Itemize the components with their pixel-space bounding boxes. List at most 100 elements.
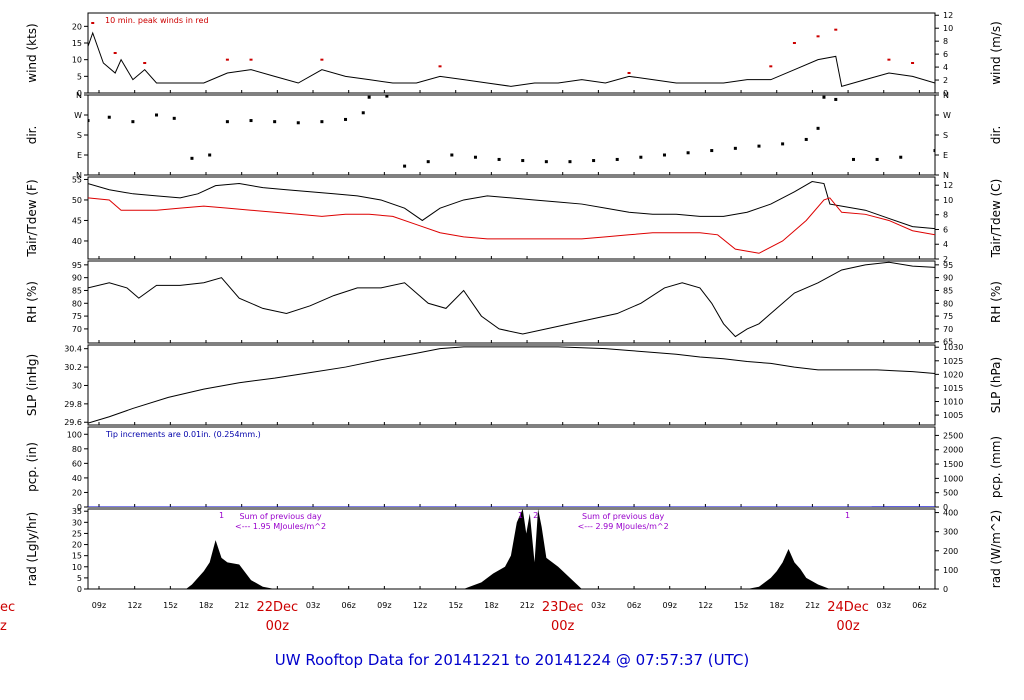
peak-point xyxy=(887,58,891,61)
data-point xyxy=(568,160,572,164)
series-peak-winds xyxy=(91,22,915,74)
data-point xyxy=(733,146,737,150)
x-tick-label: 15z xyxy=(734,601,748,610)
data-point xyxy=(899,155,903,159)
x-tick-label: 03z xyxy=(306,601,320,610)
data-point xyxy=(834,97,838,101)
left-tick-label: 25 xyxy=(72,529,82,538)
data-point xyxy=(296,121,300,125)
panel-wind: 0 5 10 15 20 0 2 4 6 8 10 12 wind (kts) wind (m/s) 10 … xyxy=(25,11,1003,98)
peak-point xyxy=(91,22,95,24)
x-tick-label: 12z xyxy=(413,601,427,610)
right-tick-label: 80 xyxy=(943,299,953,308)
data-point xyxy=(497,157,501,161)
left-tick-label: 90 xyxy=(72,274,82,283)
left-tick-label: 50 xyxy=(72,196,82,205)
right-tick-label: 0 xyxy=(943,89,948,98)
chart-title: UW Rooftop Data for 20141221 to 20141224… xyxy=(275,651,749,669)
x-tick-label: 18z xyxy=(484,601,498,610)
peak-point xyxy=(143,62,147,64)
data-point xyxy=(190,156,194,160)
left-tick-label: 45 xyxy=(72,216,82,225)
right-tick-label: 4 xyxy=(943,63,948,72)
right-tick-label: 90 xyxy=(943,274,953,283)
right-tick-label: 65 xyxy=(943,338,953,347)
left-tick-label: 20 xyxy=(72,22,82,31)
data-point xyxy=(426,160,430,164)
data-point xyxy=(273,120,277,124)
series-temp-Tair xyxy=(88,180,935,230)
x-day-label: 22Dec xyxy=(256,600,298,615)
left-tick-label: 85 xyxy=(72,286,82,295)
daily-sum-line1: Sum of previous day xyxy=(239,512,321,521)
data-point xyxy=(450,153,454,157)
left-tick-label: 80 xyxy=(72,445,82,454)
data-point xyxy=(208,153,212,157)
left-tick-label: 5 xyxy=(77,574,82,583)
series-rad-area xyxy=(88,509,935,589)
right-tick-label: 0 xyxy=(943,503,948,512)
left-tick-label: 20 xyxy=(72,488,82,497)
radiation-peak-marker: 1 xyxy=(518,511,523,520)
x-tick-label: 18z xyxy=(770,601,784,610)
data-point xyxy=(933,149,935,153)
daily-sum-line2: <--- 1.95 MJoules/m^2 xyxy=(235,522,326,531)
data-point xyxy=(639,155,643,159)
right-tick-label: 1500 xyxy=(943,460,963,469)
panel-annotation: 10 min. peak winds in red xyxy=(105,16,209,25)
left-tick-label: 80 xyxy=(72,299,82,308)
x-tick-label: 03z xyxy=(877,601,891,610)
x-tick-label: 21z xyxy=(805,601,819,610)
y-axis-label-left: rad (Lgly/hr) xyxy=(25,512,39,586)
left-tick-label: 20 xyxy=(72,541,82,550)
left-tick-label: 15 xyxy=(72,39,82,48)
right-tick-label: 1020 xyxy=(943,370,963,379)
peak-point xyxy=(225,58,229,61)
x-tick-label: 15z xyxy=(449,601,463,610)
right-tick-label: W xyxy=(943,111,951,120)
left-tick-label: 55 xyxy=(72,175,82,184)
left-tick-label: N xyxy=(76,91,82,100)
right-tick-label: 2 xyxy=(943,255,948,264)
panel-slp: 29.6 29.8 30 30.2 30.4 1005 1010 1015 1020 1025 10… xyxy=(25,343,1003,427)
right-tick-label: 95 xyxy=(943,261,953,270)
peak-point xyxy=(113,52,117,54)
panel-frame xyxy=(87,344,936,426)
right-tick-label: 2000 xyxy=(943,446,963,455)
data-point xyxy=(710,149,714,153)
data-point xyxy=(544,160,548,164)
panel-annotation: Tip increments are 0.01in. (0.254mm.) xyxy=(105,430,261,439)
x-tick-label: 18z xyxy=(199,601,213,610)
panel-frame xyxy=(87,426,936,508)
right-tick-label: 8 xyxy=(943,211,948,220)
data-point xyxy=(172,116,176,120)
right-tick-label: 10 xyxy=(943,196,953,205)
daily-sum-line2: <--- 2.99 MJoules/m^2 xyxy=(578,522,669,531)
left-tick-label: 29.8 xyxy=(64,400,82,409)
y-axis-label-left: SLP (inHg) xyxy=(25,354,39,416)
right-tick-label: 2500 xyxy=(943,431,963,440)
y-axis-label-left: Tair/Tdew (F) xyxy=(25,179,39,257)
right-tick-label: 2 xyxy=(943,76,948,85)
y-axis-label-right: pcp. (mm) xyxy=(989,436,1003,498)
x-day-label: 23Dec xyxy=(542,600,584,615)
y-axis-label-right: Tair/Tdew (C) xyxy=(989,179,1003,259)
left-tick-label: 10 xyxy=(72,563,82,572)
x-tick-label: 12z xyxy=(698,601,712,610)
panel-temp: 40 45 50 55 2 4 6 8 10 12 Tair/Tdew (F) Tair/Tdew (… xyxy=(25,175,1003,264)
left-tick-label: 40 xyxy=(72,237,82,246)
right-tick-label: 85 xyxy=(943,286,953,295)
left-tick-label: N xyxy=(76,171,82,180)
radiation-peak-marker: 1 xyxy=(219,511,224,520)
y-axis-label-right: wind (m/s) xyxy=(989,21,1003,85)
right-tick-label: 500 xyxy=(943,489,958,498)
x-tick-label: 06z xyxy=(341,601,355,610)
right-tick-label: 6 xyxy=(943,225,948,234)
peak-point xyxy=(249,58,253,61)
series-wind-0 xyxy=(88,31,935,87)
data-point xyxy=(592,159,596,163)
left-tick-label: 100 xyxy=(67,430,82,439)
data-point xyxy=(822,95,826,99)
series-temp-Tdew xyxy=(88,197,935,254)
